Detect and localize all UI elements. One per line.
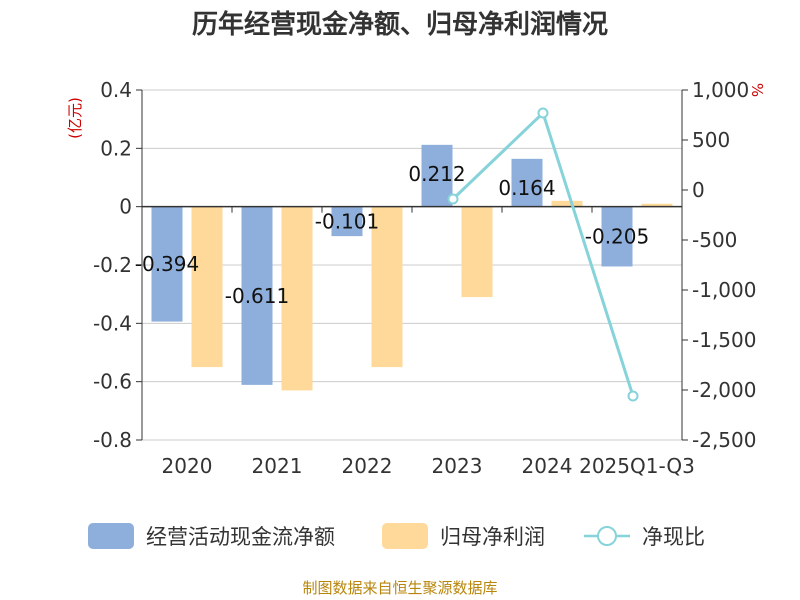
ratio-point [447, 193, 459, 205]
ratio-line [447, 107, 639, 402]
right-tick-label: -2,500 [692, 428, 756, 452]
legend-swatch [382, 523, 428, 549]
category-label: 2022 [342, 454, 393, 478]
left-tick-label: -0.6 [93, 370, 132, 394]
cashflow-data-label: -0.394 [135, 252, 199, 276]
axes: 0.4 0.2 0 -0.2 -0.4 -0.6 -0.8 1,000 500 0 -500 -1,0… [93, 78, 757, 478]
chart-title: 历年经营现金净额、归母净利润情况 [192, 9, 608, 40]
cashflow-bar [241, 206, 273, 385]
left-tick-label: -0.8 [93, 428, 132, 452]
left-tick-label: 0.2 [100, 136, 132, 160]
right-tick-label: -1,000 [692, 278, 756, 302]
data-labels: -0.394 -0.611 -0.101 0.212 0.164 -0.205 [135, 162, 649, 308]
profit-bar [191, 206, 223, 368]
ratio-point [627, 390, 639, 402]
profit-bar [371, 206, 403, 368]
profit-bar [281, 206, 313, 391]
left-tick-label: 0.4 [100, 78, 132, 102]
profit-bar [461, 206, 493, 298]
profit-bar [551, 200, 583, 207]
cashflow-bar [151, 206, 183, 322]
cashflow-bar [511, 158, 543, 207]
cashflow-bar [331, 206, 363, 237]
category-label: 2020 [162, 454, 213, 478]
right-tick-label: 1,000 [692, 78, 749, 102]
cashflow-data-label: 0.164 [498, 176, 555, 200]
profit-bar [641, 203, 673, 207]
right-tick-label: 0 [692, 178, 705, 202]
cashflow-bar [601, 206, 633, 267]
left-tick-label: -0.4 [93, 311, 132, 335]
source-note: 制图数据来自恒生聚源数据库 [302, 579, 497, 597]
category-label: 2021 [252, 454, 303, 478]
cashflow-data-label: -0.611 [225, 284, 289, 308]
legend-marker [597, 526, 617, 546]
ratio-point [537, 107, 549, 119]
gridlines [142, 89, 682, 441]
category-label: 2023 [432, 454, 483, 478]
left-axis-unit: (亿元) [66, 97, 84, 139]
legend-label: 归母净利润 [440, 525, 545, 549]
cashflow-data-label: -0.101 [315, 209, 379, 233]
cashflow-data-label: -0.205 [585, 225, 649, 249]
right-tick-label: -2,000 [692, 378, 756, 402]
cashflow-bar [421, 144, 453, 207]
right-tick-label: -1,500 [692, 328, 756, 352]
legend-swatch [88, 523, 134, 549]
right-axis-unit: % [748, 83, 766, 97]
legend-label: 经营活动现金流净额 [146, 525, 335, 549]
bars [151, 144, 673, 391]
category-label: 2025Q1-Q3 [579, 454, 695, 478]
left-tick-label: -0.2 [93, 253, 132, 277]
legend: 经营活动现金流净额 归母净利润 净现比 [88, 523, 705, 549]
category-label: 2024 [522, 454, 573, 478]
left-tick-label: 0 [119, 195, 132, 219]
legend-label: 净现比 [642, 525, 705, 549]
right-tick-label: -500 [692, 228, 737, 252]
right-tick-label: 500 [692, 128, 730, 152]
cashflow-data-label: 0.212 [408, 162, 465, 186]
